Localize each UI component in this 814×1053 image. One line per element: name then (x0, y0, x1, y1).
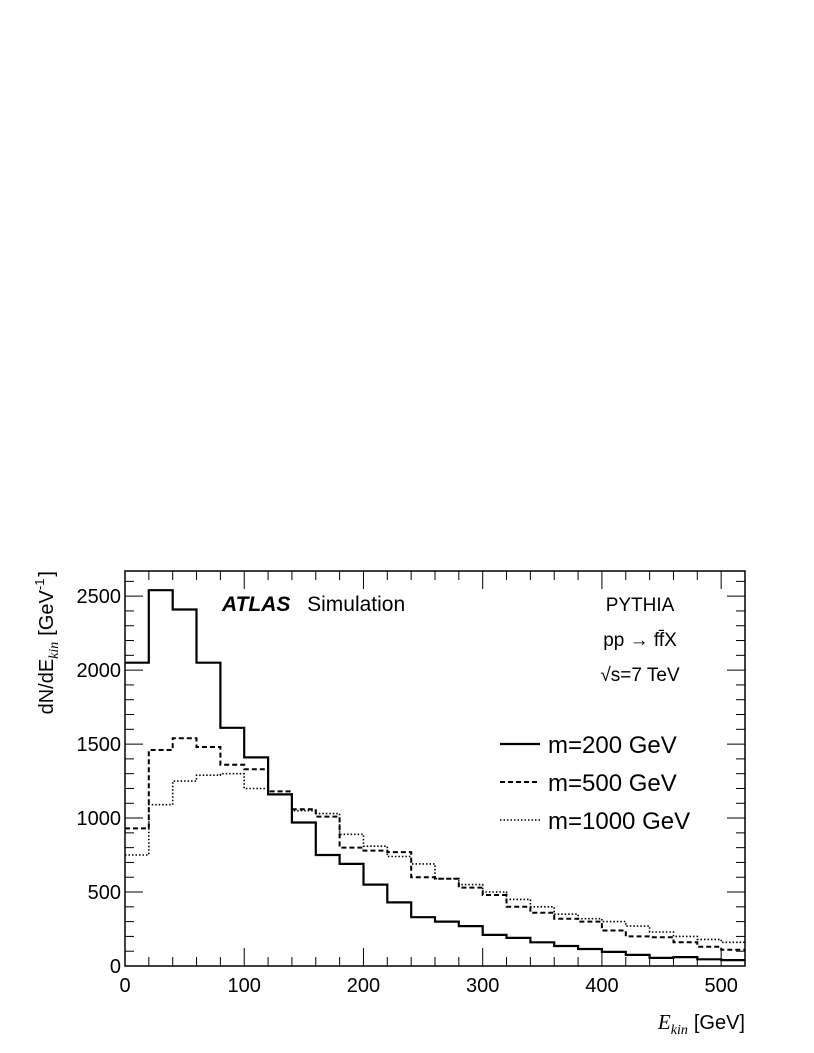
x-tick-label: 500 (704, 975, 737, 997)
x-tick-label: 200 (347, 975, 380, 997)
y-tick-label: 2500 (77, 586, 122, 608)
annotation-generator: PYTHIA (606, 595, 675, 616)
x-tick-labels: 0 100 200 300 400 500 (119, 975, 737, 997)
y-axis-title-sub: kin (47, 642, 62, 659)
legend-label: m=1000 GeV (548, 808, 690, 835)
y-axis-title-unit-suffix: ] (36, 571, 58, 577)
y-tick-label: 1500 (77, 734, 122, 756)
legend-label: m=200 GeV (548, 732, 677, 759)
series-layer (125, 589, 745, 962)
x-tick-label: 300 (466, 975, 499, 997)
series-line-3 (125, 772, 745, 944)
y-tick-label: 500 (88, 882, 121, 904)
y-axis-title-main: dN/dE (36, 659, 58, 715)
y-tick-labels: 0 500 1000 1500 2000 2500 (77, 586, 122, 978)
series-line-1 (125, 589, 745, 962)
series-line-2 (125, 737, 745, 951)
x-axis-title-sub: kin (671, 1023, 688, 1038)
plot-frame (124, 570, 746, 967)
y-axis-title-unit-prefix: [GeV (36, 589, 58, 635)
annotation-process: pp → ff̄X (603, 630, 677, 651)
legend-label: m=500 GeV (548, 770, 677, 797)
experiment-name: ATLAS (221, 593, 290, 616)
y-axis-ticks (125, 580, 745, 967)
y-tick-label: 2000 (77, 660, 122, 682)
y-tick-label: 0 (110, 956, 121, 978)
x-axis-title: Ekin [GeV] (657, 1010, 745, 1038)
x-tick-label: 0 (119, 975, 130, 997)
atlas-label: ATLAS Simulation (221, 590, 405, 617)
y-tick-label: 1000 (77, 808, 122, 830)
x-axis-ticks (124, 571, 746, 966)
y-axis-title-unit-exp: -1 (32, 579, 47, 591)
legend: m=200 GeV m=500 GeV m=1000 GeV (500, 732, 690, 835)
x-axis-title-var: E (657, 1010, 671, 1034)
y-axis-title: dN/dEkin [GeV-1] (32, 571, 62, 714)
x-axis-title-unit: [GeV] (694, 1012, 745, 1034)
annotation-energy: √s=7 TeV (600, 665, 680, 686)
x-tick-label: 400 (585, 975, 618, 997)
experiment-tag: Simulation (307, 593, 405, 616)
x-tick-label: 100 (228, 975, 261, 997)
